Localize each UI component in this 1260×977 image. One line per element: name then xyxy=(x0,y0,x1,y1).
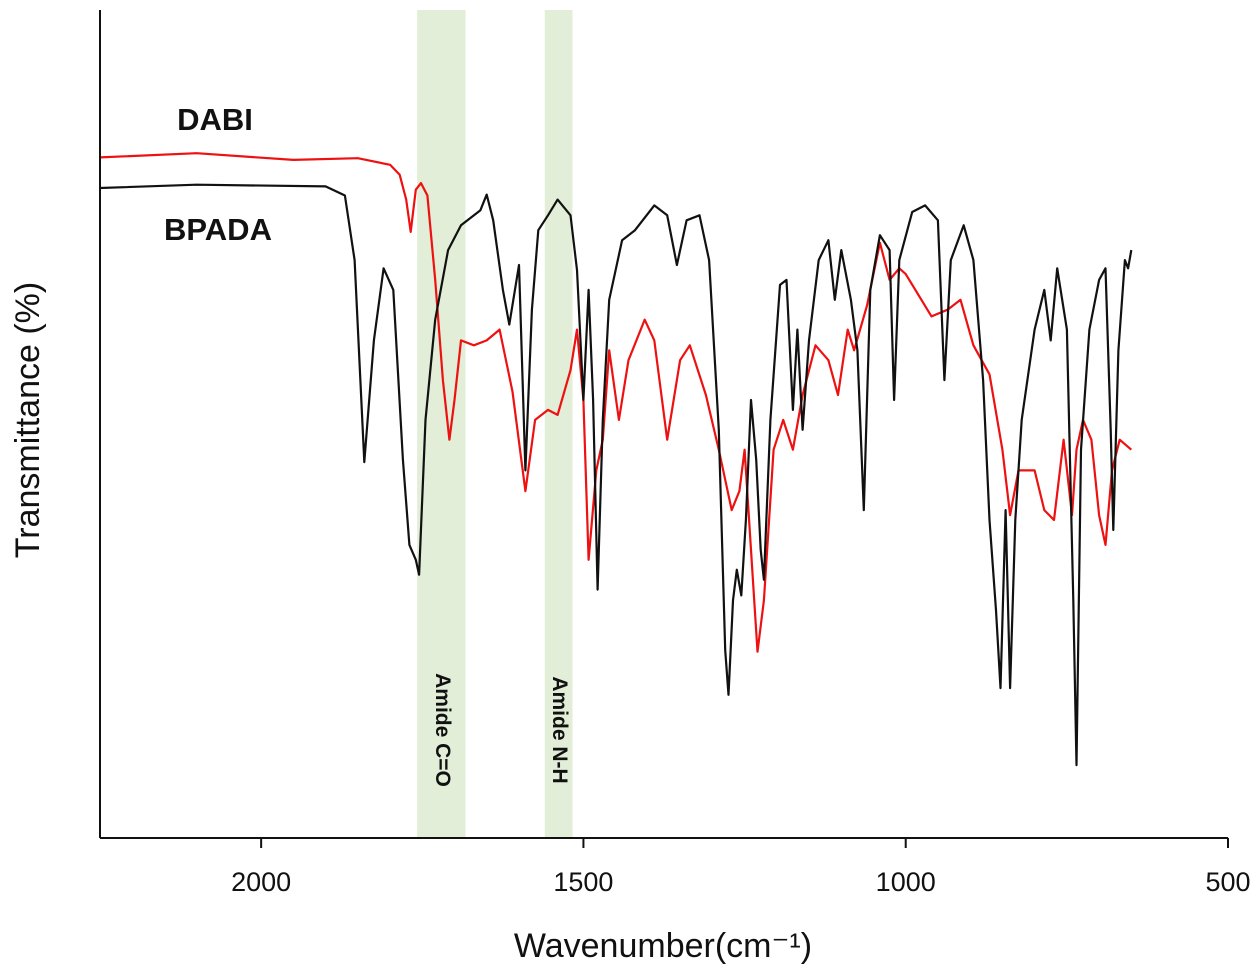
x-axis-label: Wavenumber(cm⁻¹) xyxy=(514,927,812,965)
spectrum-line xyxy=(99,152,1133,653)
band-label: Amide C=O xyxy=(431,673,454,787)
series-label: DABI xyxy=(177,102,253,137)
spectrum-line xyxy=(99,183,1133,767)
x-tick-label: 500 xyxy=(1205,867,1250,897)
x-tick-label: 1500 xyxy=(553,867,613,897)
x-tick-label: 2000 xyxy=(231,867,291,897)
x-tick-label: 1000 xyxy=(876,867,936,897)
y-axis-label: Transmittance (%) xyxy=(9,282,47,558)
highlight-band xyxy=(544,10,573,838)
series-label: BPADA xyxy=(164,212,272,247)
band-label: Amide N-H xyxy=(548,676,571,783)
